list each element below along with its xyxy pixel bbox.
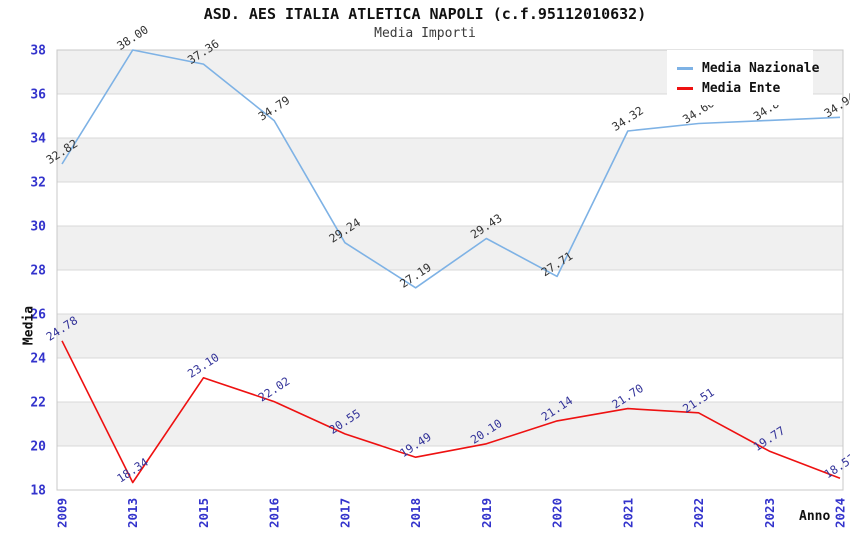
media-nazionale-line xyxy=(61,49,841,289)
media-ente-point-label: 22.02 xyxy=(256,374,293,405)
plot-band xyxy=(57,138,843,182)
legend-label-media-nazionale: Media Nazionale xyxy=(702,60,820,76)
legend-label-media-ente: Media Ente xyxy=(702,80,781,96)
x-tick-label: 2018 xyxy=(408,498,423,528)
x-tick-label: 2024 xyxy=(833,498,848,528)
y-axis-title: Media xyxy=(21,305,37,346)
chart-subtitle: Media Importi xyxy=(374,26,476,41)
plot-band xyxy=(57,226,843,270)
plot-band xyxy=(57,314,843,358)
x-tick-label: 2015 xyxy=(196,498,211,528)
media-nazionale-point-label: 34.79 xyxy=(256,93,293,124)
x-tick-label: 2021 xyxy=(620,498,635,528)
media-ente-point-label: 18.53 xyxy=(821,451,850,482)
y-tick-label: 34 xyxy=(30,132,46,147)
chart-title: ASD. AES ITALIA ATLETICA NAPOLI (c.f.951… xyxy=(203,5,647,23)
plot-band xyxy=(57,402,843,446)
y-tick-label: 22 xyxy=(30,396,46,411)
media-ente-line-swatch xyxy=(677,86,693,90)
x-tick-label: 2019 xyxy=(479,498,494,528)
y-tick-label: 36 xyxy=(30,88,46,103)
x-tick-label: 2013 xyxy=(125,498,140,528)
media-ente-line xyxy=(61,340,841,484)
y-tick-label: 20 xyxy=(30,440,46,455)
x-tick-label: 2022 xyxy=(691,498,706,528)
x-tick-label: 2020 xyxy=(550,498,565,528)
legend-entry-media-ente: Media Ente xyxy=(677,78,803,98)
y-tick-label: 28 xyxy=(30,264,46,279)
plot-border xyxy=(56,49,844,491)
x-tick-label: 2016 xyxy=(267,498,282,528)
y-tick-label: 18 xyxy=(30,484,46,499)
x-axis-title: Anno xyxy=(799,509,831,524)
y-tick-label: 32 xyxy=(30,176,46,191)
y-tick-label: 30 xyxy=(30,220,46,235)
x-tick-label: 2017 xyxy=(337,498,352,528)
y-tick-label: 26 xyxy=(30,308,46,323)
legend-entry-media-nazionale: Media Nazionale xyxy=(677,58,819,78)
media-nazionale-point-label: 38.00 xyxy=(114,22,151,53)
legend: Media Nazionale Media Ente xyxy=(667,50,819,105)
x-tick-label: 2009 xyxy=(55,498,70,528)
y-tick-label: 38 xyxy=(30,44,46,59)
media-nazionale-line-swatch xyxy=(677,66,693,70)
x-tick-label: 2023 xyxy=(762,498,777,528)
y-tick-label: 24 xyxy=(30,352,46,367)
